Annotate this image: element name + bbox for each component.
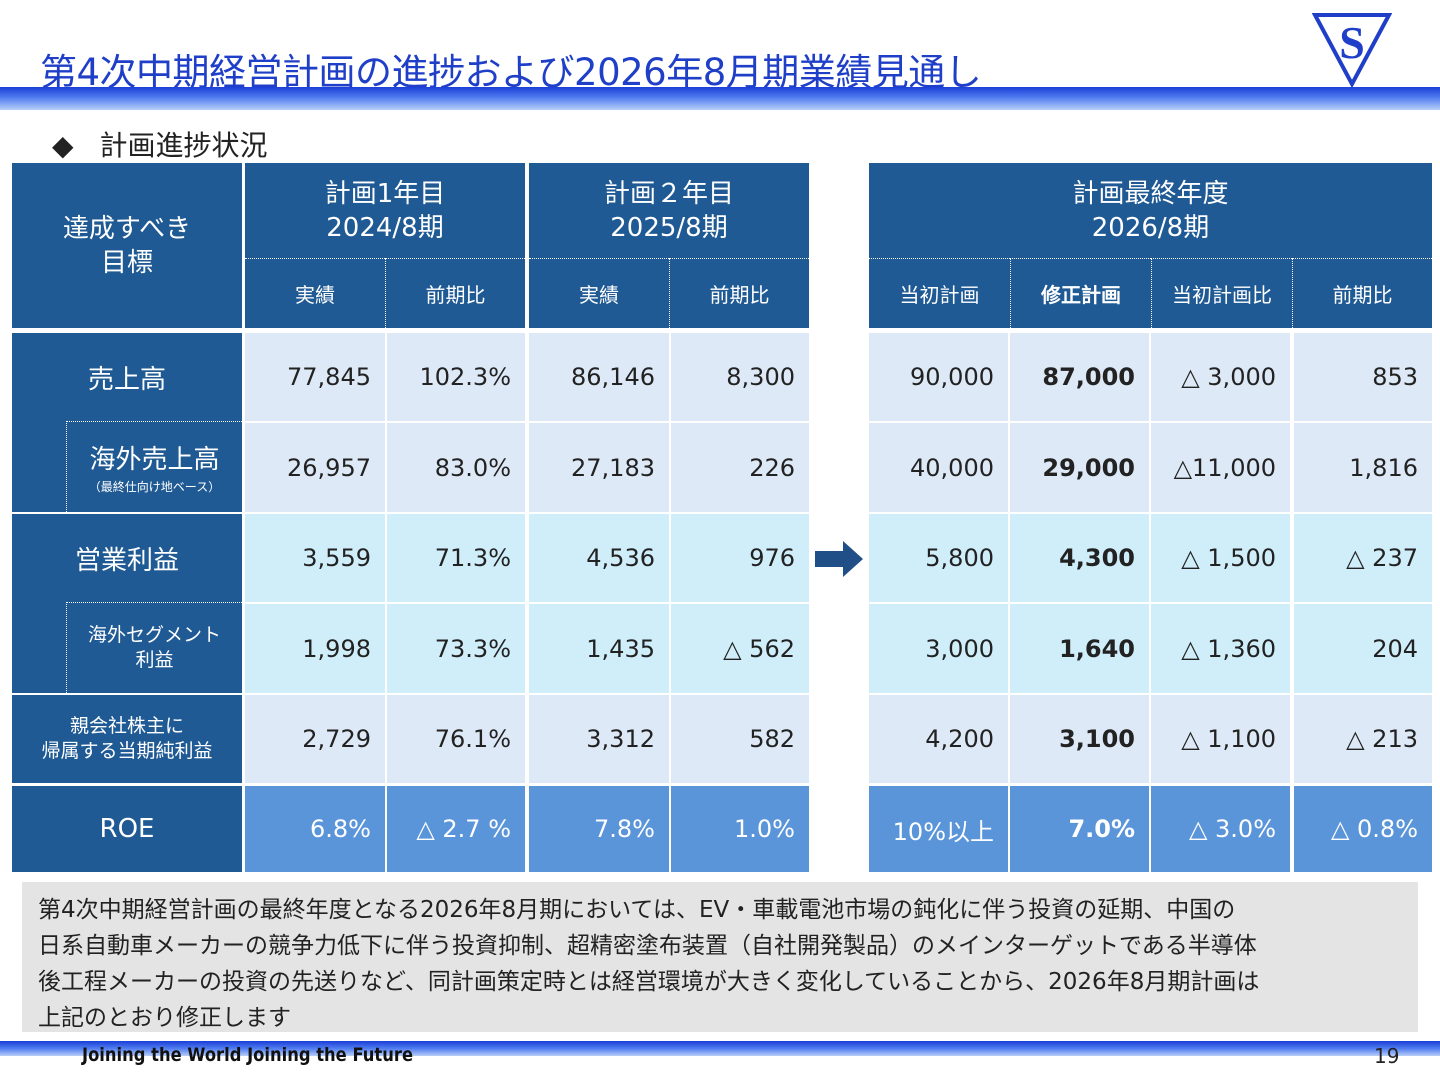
row-label-net-income: 親会社株主に 帰属する当期純利益 bbox=[12, 695, 242, 783]
table-cell: 7.0% bbox=[1010, 786, 1149, 872]
header-year2: 計画２年目 2025/8期 bbox=[529, 163, 809, 258]
table-cell: △ 1,500 bbox=[1151, 514, 1290, 602]
table-cell: △ 1,360 bbox=[1151, 604, 1290, 693]
table-cell: 3,100 bbox=[1010, 695, 1149, 783]
table-cell: 87,000 bbox=[1010, 333, 1149, 421]
row-label-overseas-segment-profit: 海外セグメント 利益 bbox=[66, 602, 242, 693]
table-cell: 86,146 bbox=[529, 333, 669, 421]
row-label-roe: ROE bbox=[12, 786, 242, 872]
table-cell: 1,640 bbox=[1010, 604, 1149, 693]
table-cell: 2,729 bbox=[245, 695, 385, 783]
table-cell: 7.8% bbox=[529, 786, 669, 872]
table-cell: 8,300 bbox=[671, 333, 809, 421]
table-cell: 40,000 bbox=[869, 423, 1008, 512]
right-arrow-icon bbox=[815, 541, 863, 577]
table-cell: 71.3% bbox=[387, 514, 525, 602]
section-title: 計画進捗状況 bbox=[99, 129, 268, 162]
note-line: 日系自動車メーカーの競争力低下に伴う投資抑制、超精密塗布装置（自社開発製品）のメ… bbox=[38, 933, 1257, 959]
page-title: 第4次中期経営計画の進捗および2026年8月期業績見通し bbox=[40, 51, 982, 94]
table-cell: △ 0.8% bbox=[1294, 786, 1432, 872]
table-cell: 90,000 bbox=[869, 333, 1008, 421]
row-label-operating-profit: 営業利益 bbox=[12, 514, 242, 602]
explanation-note: 第4次中期経営計画の最終年度となる2026年8月期においては、EV・車載電池市場… bbox=[22, 882, 1418, 1032]
note-line: 上記のとおり修正します bbox=[38, 1005, 291, 1031]
company-logo: S bbox=[1312, 13, 1392, 88]
table-cell: 853 bbox=[1294, 333, 1432, 421]
table-cell: 1,435 bbox=[529, 604, 669, 693]
note-line: 第4次中期経営計画の最終年度となる2026年8月期においては、EV・車載電池市場… bbox=[38, 897, 1236, 923]
footer-band bbox=[0, 1041, 1440, 1056]
subheader-vs-initial: 当初計画比 bbox=[1151, 258, 1292, 328]
table-cell: 204 bbox=[1294, 604, 1432, 693]
row-label-indent-spacer bbox=[12, 421, 66, 512]
note-line: 後工程メーカーの投資の先送りなど、同計画策定時とは経営環境が大きく変化しているこ… bbox=[38, 969, 1260, 995]
header-year1: 計画1年目 2024/8期 bbox=[245, 163, 525, 258]
table-cell: △ 562 bbox=[671, 604, 809, 693]
table-cell: 76.1% bbox=[387, 695, 525, 783]
table-cell: 27,183 bbox=[529, 423, 669, 512]
table-cell: 3,312 bbox=[529, 695, 669, 783]
table-cell: △ 3.0% bbox=[1151, 786, 1290, 872]
table-cell: 976 bbox=[671, 514, 809, 602]
table-cell: 77,845 bbox=[245, 333, 385, 421]
table-cell: 26,957 bbox=[245, 423, 385, 512]
logo-letter: S bbox=[1339, 17, 1365, 68]
table-cell: △ 3,000 bbox=[1151, 333, 1290, 421]
table-cell: 3,000 bbox=[869, 604, 1008, 693]
row-label-sales: 売上高 bbox=[12, 333, 242, 421]
subheader-revised: 修正計画 bbox=[1010, 258, 1151, 328]
table-cell: 5,800 bbox=[869, 514, 1008, 602]
table-cell: △ 237 bbox=[1294, 514, 1432, 602]
table-cell: 582 bbox=[671, 695, 809, 783]
table-cell: 1,816 bbox=[1294, 423, 1432, 512]
table-cell: 1.0% bbox=[671, 786, 809, 872]
table-cell: 4,200 bbox=[869, 695, 1008, 783]
subheader-y1-actual: 実績 bbox=[245, 258, 385, 328]
table-cell: 4,536 bbox=[529, 514, 669, 602]
subheader-yoy: 前期比 bbox=[1292, 258, 1432, 328]
header-target: 達成すべき 目標 bbox=[12, 163, 242, 328]
subheader-y2-yoy: 前期比 bbox=[669, 258, 809, 328]
table-cell: 29,000 bbox=[1010, 423, 1149, 512]
footer-slogan: Joining the World Joining the Future bbox=[82, 1044, 414, 1066]
overseas-sales-note: （最終仕向け地ベース） bbox=[88, 480, 221, 494]
table-cell: 6.8% bbox=[245, 786, 385, 872]
page-number: 19 bbox=[1374, 1044, 1400, 1068]
table-cell: △11,000 bbox=[1151, 423, 1290, 512]
table-cell: 3,559 bbox=[245, 514, 385, 602]
subheader-initial: 当初計画 bbox=[869, 258, 1010, 328]
table-cell: 226 bbox=[671, 423, 809, 512]
table-cell: △ 213 bbox=[1294, 695, 1432, 783]
table-cell: 4,300 bbox=[1010, 514, 1149, 602]
table-cell: 10%以上 bbox=[869, 786, 1008, 872]
header-final: 計画最終年度 2026/8期 bbox=[869, 163, 1432, 258]
table-cell: 102.3% bbox=[387, 333, 525, 421]
header-band bbox=[0, 87, 1440, 110]
table-cell: 1,998 bbox=[245, 604, 385, 693]
table-cell: 73.3% bbox=[387, 604, 525, 693]
section-heading: ◆ 計画進捗状況 bbox=[52, 124, 268, 164]
table-cell: 83.0% bbox=[387, 423, 525, 512]
row-label-indent-spacer bbox=[12, 602, 66, 693]
diamond-bullet-icon: ◆ bbox=[52, 129, 74, 162]
table-cell: △ 2.7 % bbox=[387, 786, 525, 872]
row-label-overseas-sales: 海外売上高 （最終仕向け地ベース） bbox=[66, 421, 242, 512]
subheader-y1-yoy: 前期比 bbox=[385, 258, 525, 328]
table-cell: △ 1,100 bbox=[1151, 695, 1290, 783]
subheader-y2-actual: 実績 bbox=[529, 258, 669, 328]
